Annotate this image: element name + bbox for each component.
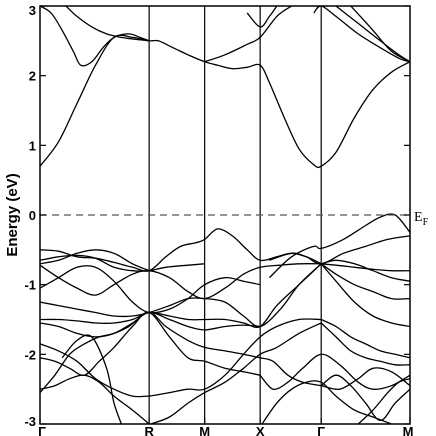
band-line-20 [320, 263, 410, 300]
x-tick-label-4: Γ [317, 424, 325, 436]
band-line-4 [204, 6, 292, 63]
y-axis-label: Energy (eV) [4, 173, 21, 256]
band-line-33 [320, 318, 410, 359]
band-line-30 [259, 357, 410, 391]
band-line-13 [40, 254, 205, 272]
band-line-32 [320, 322, 410, 366]
fermi-level-label-sub: F [423, 217, 429, 228]
band-line-28 [149, 318, 322, 397]
fermi-level-label: EF [414, 210, 429, 228]
y-tick-label-4: 1 [29, 138, 36, 153]
band-line-31 [259, 353, 410, 391]
y-tick-label-2: -1 [24, 278, 36, 293]
band-line-8 [350, 6, 410, 63]
band-line-3 [65, 6, 150, 42]
band-lines [40, 6, 410, 424]
band-line-14 [40, 263, 322, 300]
band-line-12 [40, 249, 150, 272]
band-line-29 [150, 322, 322, 424]
band-line-17 [40, 263, 322, 328]
y-tick-label-6: 3 [29, 3, 36, 18]
y-tick-label-5: 2 [29, 69, 36, 84]
plot-frame [39, 5, 411, 425]
band-line-36 [357, 378, 410, 424]
x-tick-label-2: M [199, 424, 210, 436]
band-line-22 [321, 259, 410, 282]
x-tick-label-1: R [144, 424, 154, 436]
x-tick-label-3: X [256, 424, 265, 436]
band-line-26 [61, 334, 123, 424]
band-line-35 [320, 374, 410, 422]
band-line-5 [246, 6, 278, 28]
band-line-15 [40, 265, 261, 314]
band-line-21 [320, 263, 410, 328]
x-tick-label-0: Γ [38, 424, 46, 436]
y-tick-label-1: -2 [24, 347, 36, 362]
band-line-6 [313, 6, 410, 63]
band-line-16 [40, 263, 322, 328]
x-tick-label-5: M [403, 424, 414, 436]
band-line-7 [335, 6, 410, 63]
band-line-2 [40, 6, 150, 67]
fermi-level-label-main: E [414, 210, 423, 225]
band-line-18 [40, 311, 261, 338]
band-line-27 [40, 343, 150, 398]
band-line-9 [268, 213, 410, 279]
y-tick-label-0: -3 [24, 414, 36, 429]
band-line-19 [321, 263, 410, 272]
band-line-25 [40, 374, 150, 424]
band-line-24 [40, 311, 261, 376]
band-line-10 [269, 235, 410, 265]
y-tick-label-3: 0 [29, 208, 36, 223]
